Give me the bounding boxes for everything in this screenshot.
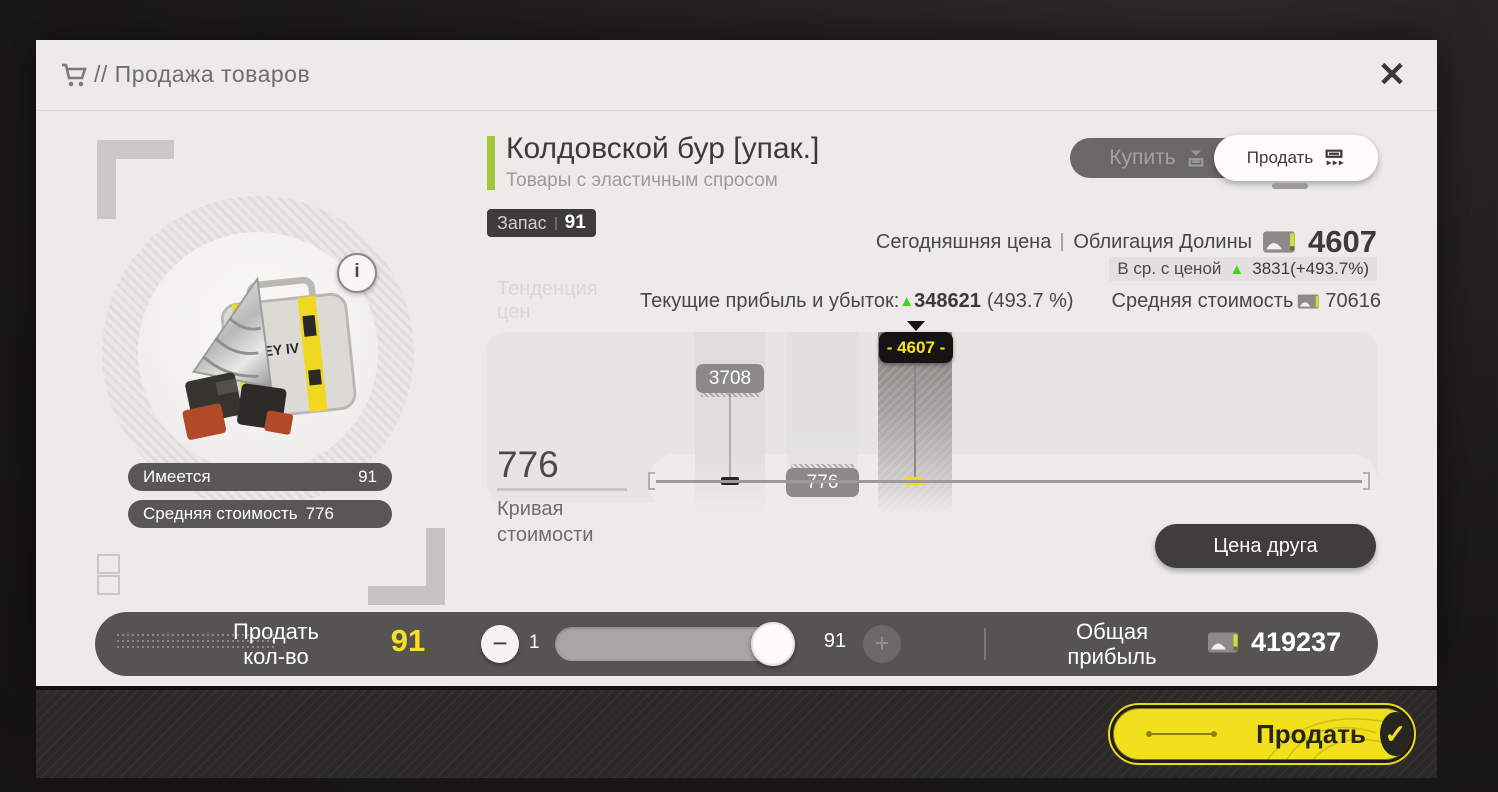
currency-icon-small xyxy=(1298,294,1320,309)
sell-quantity-bar: Продать кол-во 91 − 1 91 + Общая прибыль… xyxy=(95,612,1378,676)
marker-line-high xyxy=(729,393,731,478)
stock-badge: Запас 91 xyxy=(487,209,596,237)
profit-loss-row: Текущие прибыль и убыток: ▲ 348621 (493.… xyxy=(640,290,1074,313)
minus-button[interactable]: − xyxy=(481,625,519,663)
avg-total-label: Средняя стоимость xyxy=(1111,290,1294,312)
avg-cost-pill: Средняя стоимость 776 xyxy=(128,500,392,528)
divider xyxy=(1061,233,1064,251)
bar-divider xyxy=(984,628,986,660)
today-price-row: Сегодняшняя цена Облигация Долины 4607 xyxy=(876,224,1377,260)
page-title: // Продажа товаров xyxy=(94,61,311,87)
friend-price-button[interactable]: Цена друга xyxy=(1155,524,1376,568)
slider-bracket-left xyxy=(648,472,655,490)
avg-total-value: 70616 xyxy=(1325,290,1381,312)
buy-label: Купить xyxy=(1109,146,1176,169)
price-slider-line[interactable] xyxy=(656,480,1362,483)
average-total-row: Средняя стоимость 70616 xyxy=(1112,290,1382,313)
item-portrait-ring: EY IV xyxy=(102,196,414,508)
buy-box-icon xyxy=(1188,150,1204,167)
vs-average-label: В ср. с ценой xyxy=(1117,259,1222,278)
up-triangle-icon: ▲ xyxy=(1229,260,1245,278)
base-price-underline xyxy=(497,488,627,491)
deco-square xyxy=(97,554,120,574)
confirm-sell-wrap: Продать ✓ xyxy=(1108,703,1416,765)
buy-sell-toggle: Купить Продать xyxy=(1070,135,1378,181)
trend-label: Тенденция цен xyxy=(497,278,598,323)
modal-header: // Продажа товаров ✕ xyxy=(36,40,1437,111)
vs-average-value: 3831(+493.7%) xyxy=(1252,259,1369,278)
svg-text:EY IV: EY IV xyxy=(263,340,301,360)
confirm-sell-button[interactable]: Продать ✓ xyxy=(1113,708,1411,760)
item-image-drill-case: EY IV xyxy=(182,276,357,440)
trade-modal: // Продажа товаров ✕ xyxy=(36,40,1437,686)
slider-bracket-right xyxy=(1363,472,1370,490)
marker-line-current xyxy=(914,362,916,477)
check-icon: ✓ xyxy=(1379,712,1411,756)
slider-min-value: 1 xyxy=(529,632,540,653)
currency-icon xyxy=(1263,231,1295,253)
currency-icon xyxy=(1208,632,1238,653)
avg-cost-value: 776 xyxy=(305,504,334,523)
sell-box-icon xyxy=(1325,149,1344,166)
product-name: Колдовской бур [упак.] xyxy=(506,132,820,165)
today-price-label: Сегодняшняя цена xyxy=(875,230,1052,253)
up-triangle-icon: ▲ xyxy=(899,293,915,310)
corner-bracket-top-left xyxy=(97,140,174,219)
quantity-value: 91 xyxy=(390,623,426,658)
slider-max-value: 91 xyxy=(823,630,847,652)
stock-label: Запас xyxy=(497,212,547,233)
pl-label: Текущие прибыль и убыток: xyxy=(640,290,900,312)
title-accent-bar xyxy=(487,136,495,190)
corner-bracket-bottom-right xyxy=(368,528,445,605)
base-price-value: 776 xyxy=(497,444,559,485)
info-button[interactable]: i xyxy=(337,253,377,293)
pl-value: 348621 xyxy=(914,290,981,312)
quantity-label: Продать кол-во xyxy=(233,619,319,669)
today-price-value: 4607 xyxy=(1308,224,1377,259)
owned-label: Имеется xyxy=(143,467,211,486)
product-category: Товары с эластичным спросом xyxy=(506,170,778,191)
currency-name: Облигация Долины xyxy=(1073,230,1253,253)
cart-icon xyxy=(62,63,87,87)
curve-label: Кривая стоимости xyxy=(497,498,594,546)
toggle-indicator xyxy=(1272,183,1308,189)
close-icon[interactable]: ✕ xyxy=(1377,56,1407,94)
tab-buy[interactable]: Купить xyxy=(1070,138,1245,178)
current-price-marker[interactable]: - 4607 - xyxy=(879,332,953,363)
deco-square xyxy=(97,575,120,595)
vs-average-row: В ср. с ценой ▲ 3831(+493.7%) xyxy=(1109,257,1377,281)
marker-high-badge: 3708 xyxy=(696,364,764,397)
owned-value: 91 xyxy=(358,467,377,486)
pl-percent: (493.7 %) xyxy=(986,290,1074,312)
total-profit-value: 419237 xyxy=(1251,627,1342,657)
owned-pill: Имеется 91 xyxy=(128,463,392,491)
quantity-slider-knob[interactable] xyxy=(751,622,795,666)
sell-label: Продать xyxy=(1246,148,1314,167)
stock-value: 91 xyxy=(564,212,586,233)
deco-dot-matrix xyxy=(117,634,277,652)
confirm-sell-label: Продать xyxy=(1256,718,1366,749)
tab-sell[interactable]: Продать xyxy=(1214,135,1378,181)
current-marker-pointer xyxy=(907,321,925,331)
total-profit-label: Общая прибыль xyxy=(1067,619,1157,669)
plus-button[interactable]: + xyxy=(863,625,901,663)
deco-line xyxy=(1145,731,1218,737)
avg-cost-label: Средняя стоимость xyxy=(143,504,298,523)
